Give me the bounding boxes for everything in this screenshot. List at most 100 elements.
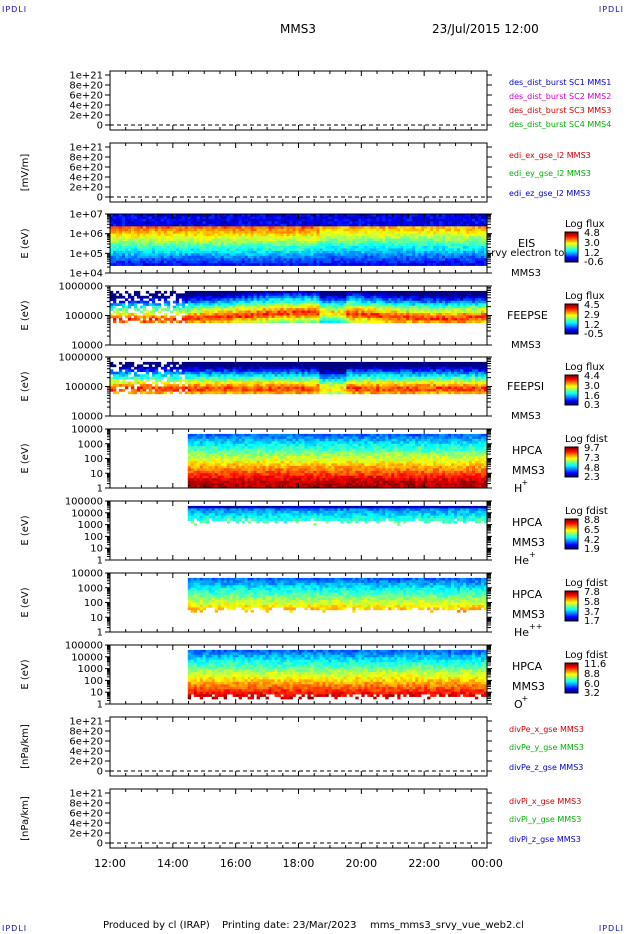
spectrogram-cell [133, 374, 138, 377]
spectrogram-cell [187, 221, 192, 225]
spectrogram-cell [439, 263, 443, 266]
spectrogram-cell [322, 320, 326, 324]
spectrogram-cell [193, 248, 198, 252]
spectrogram-cell [451, 243, 455, 247]
spectrogram-cell [289, 255, 293, 259]
spectrogram-cell [256, 255, 260, 259]
spectrogram-cell [319, 223, 323, 227]
spectrogram-cell [172, 263, 177, 266]
spectrogram-cell [160, 216, 165, 220]
spectrogram-cell [418, 293, 422, 297]
spectrogram-cell [373, 228, 377, 232]
spectrogram-cell [304, 221, 308, 225]
spectrogram-cell [301, 214, 305, 217]
spectrogram-cell [298, 295, 302, 299]
spectrogram-cell [457, 221, 461, 225]
spectrogram-cell [313, 308, 317, 311]
spectrogram-cell [355, 223, 359, 227]
spectrogram-cell [110, 361, 114, 365]
spectrogram-cell [331, 218, 335, 222]
spectrogram-cell [346, 295, 350, 299]
spectrogram-cell [280, 236, 284, 239]
spectrogram-cell [142, 391, 147, 395]
spectrogram-cell [328, 290, 332, 294]
spectrogram-cell [403, 293, 407, 297]
spectrogram-cell [178, 303, 183, 306]
spectrogram-cell [169, 290, 174, 294]
spectrogram-cell [172, 300, 177, 304]
spectrogram-cell [178, 221, 183, 225]
spectrogram-cell [130, 263, 135, 266]
spectrogram-cell [319, 300, 323, 304]
spectrogram-cell [190, 295, 195, 299]
spectrogram-cell [172, 366, 177, 370]
spectrogram-cell [292, 226, 296, 230]
spectrogram-cell [280, 255, 284, 259]
spectrogram-cell [223, 243, 227, 247]
spectrogram-cell [388, 238, 392, 242]
spectrogram-cell [139, 379, 144, 382]
spectrogram-cell [199, 366, 204, 370]
spectrogram-cell [406, 223, 410, 227]
spectrogram-cell [439, 233, 443, 237]
spectrogram-cell [391, 218, 395, 222]
spectrogram-cell [316, 310, 320, 314]
spectrogram-cell [379, 305, 383, 309]
spectrogram-cell [277, 317, 281, 321]
spectrogram-cell [325, 231, 329, 234]
spectrogram-cell [343, 293, 347, 297]
spectrogram-cell [229, 258, 233, 262]
spectrogram-cell [211, 371, 216, 375]
spectrogram-cell [232, 250, 236, 254]
spectrogram-cell [157, 250, 162, 254]
spectrogram-cell [205, 313, 210, 316]
spectrogram-cell [337, 250, 341, 254]
spectrogram-cell [355, 250, 359, 254]
spectrogram-cell [235, 216, 239, 220]
spectrogram-cell [337, 320, 341, 324]
spectrogram-cell [262, 216, 266, 220]
spectrogram-cell [430, 223, 434, 227]
spectrogram-cell [208, 366, 213, 370]
spectrogram-cell [328, 300, 332, 304]
spectrogram-cell [193, 305, 198, 309]
spectrogram-cell [376, 258, 380, 262]
spectrogram-cell [154, 253, 159, 257]
spectrogram-cell [403, 231, 407, 234]
spectrogram-cell [418, 255, 422, 259]
spectrogram-cell [280, 303, 284, 306]
spectrogram-cell [217, 260, 221, 264]
spectrogram-cell [166, 241, 171, 244]
spectrogram-cell [127, 221, 132, 225]
spectrogram-cell [268, 231, 272, 234]
spectrogram-cell [241, 216, 245, 220]
spectrogram-cell [133, 303, 138, 306]
spectrogram-cell [331, 315, 335, 319]
spectrogram-cell [259, 310, 263, 314]
spectrogram-cell [202, 386, 207, 390]
spectrogram-cell [451, 253, 455, 257]
spectrogram-cell [463, 263, 467, 266]
spectrogram-cell [244, 255, 248, 259]
spectrogram-cell [205, 317, 210, 321]
spectrogram-cell [196, 260, 201, 264]
spectrogram-cell [409, 263, 413, 266]
spectrogram-cell [304, 300, 308, 304]
spectrogram-cell [403, 253, 407, 257]
spectrogram-cell [127, 241, 132, 244]
spectrogram-cell [145, 384, 150, 387]
spectrogram-cell [352, 243, 356, 247]
spectrogram-cell [481, 258, 485, 262]
spectrogram-cell [415, 308, 419, 311]
spectrogram-cell [211, 260, 216, 264]
spectrogram-cell [169, 228, 174, 232]
spectrogram-cell [256, 228, 260, 232]
spectrogram-cell [295, 233, 299, 237]
spectrogram-cell [406, 238, 410, 242]
spectrogram-cell [163, 391, 168, 395]
spectrogram-cell [235, 241, 239, 244]
spectrogram-cell [133, 216, 138, 220]
spectrogram-cell [226, 295, 230, 299]
spectrogram-cell [244, 238, 248, 242]
spectrogram-cell [190, 218, 195, 222]
